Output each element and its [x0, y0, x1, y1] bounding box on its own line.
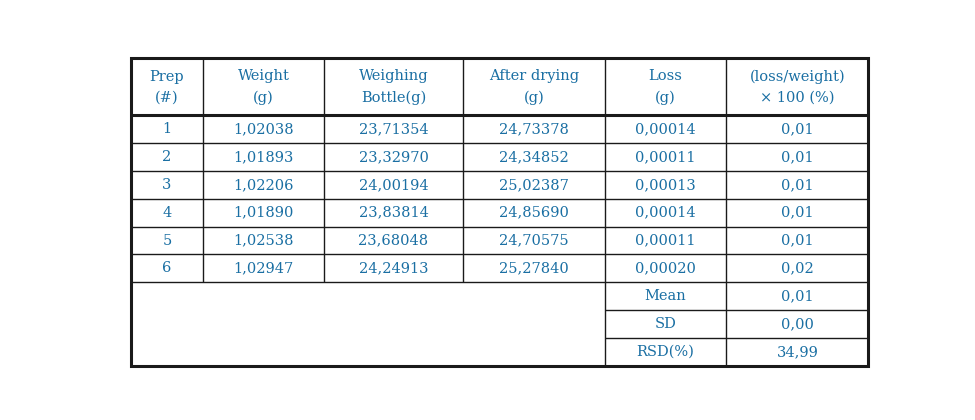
Text: 23,68048: 23,68048: [359, 234, 429, 247]
Text: 4: 4: [162, 206, 172, 220]
Text: After drying
(g): After drying (g): [488, 69, 579, 105]
Text: 24,24913: 24,24913: [359, 261, 428, 276]
Text: 1,02038: 1,02038: [233, 122, 293, 136]
Text: 1,01893: 1,01893: [233, 150, 293, 164]
Text: 5: 5: [162, 234, 172, 247]
Text: 0,00013: 0,00013: [636, 178, 696, 192]
Text: 23,83814: 23,83814: [359, 206, 428, 220]
Text: 0,01: 0,01: [781, 122, 813, 136]
Text: 1,02538: 1,02538: [233, 234, 293, 247]
Text: Loss
(g): Loss (g): [648, 69, 682, 105]
Text: Weighing
Bottle(g): Weighing Bottle(g): [359, 69, 428, 105]
Text: 34,99: 34,99: [776, 345, 818, 359]
Text: 23,71354: 23,71354: [359, 122, 428, 136]
Text: SD: SD: [654, 317, 677, 331]
Text: 25,27840: 25,27840: [499, 261, 568, 276]
Text: 0,02: 0,02: [781, 261, 814, 276]
Text: 24,00194: 24,00194: [359, 178, 428, 192]
Text: 0,00014: 0,00014: [636, 206, 696, 220]
Text: 0,01: 0,01: [781, 150, 813, 164]
Text: 0,00011: 0,00011: [636, 234, 696, 247]
Text: 0,00014: 0,00014: [636, 122, 696, 136]
Text: RSD(%): RSD(%): [637, 345, 694, 359]
Text: 24,70575: 24,70575: [499, 234, 568, 247]
Text: 6: 6: [162, 261, 172, 276]
Text: Weight
(g): Weight (g): [238, 69, 290, 105]
Text: 23,32970: 23,32970: [359, 150, 428, 164]
Text: 3: 3: [162, 178, 172, 192]
Text: (loss/weight)
× 100 (%): (loss/weight) × 100 (%): [750, 69, 845, 105]
Text: 0,01: 0,01: [781, 178, 813, 192]
Text: 24,85690: 24,85690: [499, 206, 568, 220]
Text: 0,00020: 0,00020: [635, 261, 696, 276]
Text: 0,01: 0,01: [781, 206, 813, 220]
Text: 0,00: 0,00: [781, 317, 814, 331]
Text: Mean: Mean: [644, 289, 686, 303]
Text: 24,73378: 24,73378: [499, 122, 568, 136]
Text: 1,02947: 1,02947: [233, 261, 293, 276]
Text: 0,01: 0,01: [781, 289, 813, 303]
Text: 24,34852: 24,34852: [499, 150, 568, 164]
Text: 0,00011: 0,00011: [636, 150, 696, 164]
Text: 0,01: 0,01: [781, 234, 813, 247]
Text: 25,02387: 25,02387: [499, 178, 568, 192]
Text: 1,02206: 1,02206: [233, 178, 293, 192]
Text: 2: 2: [162, 150, 172, 164]
Text: Prep
(#): Prep (#): [149, 70, 184, 104]
Text: 1: 1: [163, 122, 172, 136]
Text: 1,01890: 1,01890: [233, 206, 293, 220]
